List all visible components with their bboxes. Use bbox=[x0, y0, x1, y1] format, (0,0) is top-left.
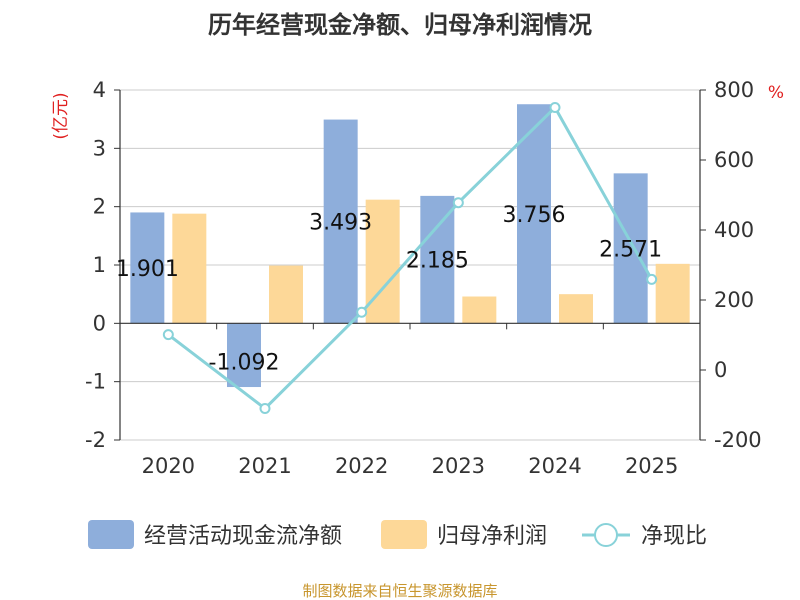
data-label-cashflow: 2.571 bbox=[599, 237, 662, 262]
legend-label-profit: 归母净利润 bbox=[437, 524, 547, 549]
ratio-point-2023 bbox=[452, 197, 464, 209]
data-label-cashflow: 2.185 bbox=[406, 249, 469, 274]
x-tick-label: 2023 bbox=[432, 454, 485, 478]
source-note: 制图数据来自恒生聚源数据库 bbox=[302, 582, 497, 600]
legend-label-ratio: 净现比 bbox=[641, 524, 707, 549]
data-labels: 1.901 -1.092 3.493 2.185 3.756 2.571 bbox=[116, 203, 662, 376]
left-tick-label: 1 bbox=[93, 253, 106, 277]
x-tick-label: 2025 bbox=[625, 454, 678, 478]
bar-profit-2025 bbox=[655, 263, 690, 324]
ratio-point-2020 bbox=[162, 329, 174, 341]
data-label-cashflow: 3.493 bbox=[309, 210, 372, 235]
ratio-point-2021 bbox=[259, 403, 271, 414]
left-tick-label: -1 bbox=[85, 370, 106, 394]
left-tick-label: -2 bbox=[85, 428, 106, 452]
tick-labels: 4 3 2 1 0 -1 -2 800 600 400 200 0 -200 2020 2021 2022 20… bbox=[85, 78, 762, 478]
legend-label-cashflow: 经营活动现金流净额 bbox=[144, 524, 342, 549]
gridlines bbox=[120, 89, 700, 441]
left-tick-label: 4 bbox=[93, 78, 106, 102]
ratio-series-line bbox=[167, 105, 653, 411]
right-tick-label: -200 bbox=[714, 428, 762, 452]
axes bbox=[114, 89, 706, 441]
bar-cashflow-2025 bbox=[613, 173, 648, 324]
right-tick-label: 200 bbox=[714, 288, 754, 312]
data-label-cashflow: 3.756 bbox=[503, 203, 566, 228]
right-tick-label: 0 bbox=[714, 358, 727, 382]
bar-profit-2020 bbox=[172, 213, 207, 324]
bar-cashflow-2020 bbox=[130, 212, 165, 324]
bar-cashflow-2021 bbox=[227, 323, 261, 388]
right-tick-label: 800 bbox=[714, 78, 754, 102]
ratio-line bbox=[162, 102, 658, 414]
left-tick-label: 0 bbox=[93, 311, 106, 335]
x-tick-label: 2024 bbox=[528, 454, 581, 478]
ratio-point-2024 bbox=[549, 102, 561, 113]
data-label-cashflow: 1.901 bbox=[116, 257, 179, 282]
x-tick-label: 2021 bbox=[238, 454, 291, 478]
left-tick-label: 2 bbox=[93, 195, 106, 219]
bar-profit-2023 bbox=[462, 296, 497, 324]
chart-title: 历年经营现金净额、归母净利润情况 bbox=[208, 11, 592, 39]
x-tick-label: 2022 bbox=[335, 454, 388, 478]
left-axis-unit: (亿元) bbox=[51, 92, 71, 139]
right-tick-label: 600 bbox=[714, 148, 754, 172]
ratio-point-2025 bbox=[646, 273, 658, 285]
bar-cashflow-2023 bbox=[420, 195, 455, 324]
left-tick-label: 3 bbox=[93, 136, 106, 160]
x-tick-label: 2020 bbox=[142, 454, 195, 478]
ratio-point-2022 bbox=[356, 306, 368, 318]
data-label-cashflow: -1.092 bbox=[209, 350, 280, 375]
legend: 经营活动现金流净额 归母净利润 净现比 bbox=[88, 520, 707, 549]
legend-swatch-cashflow bbox=[88, 520, 134, 549]
right-tick-label: 400 bbox=[714, 218, 754, 242]
bar-cashflow-2022 bbox=[323, 119, 358, 324]
bar-profit-2024 bbox=[559, 294, 593, 324]
bar-profit-2021 bbox=[269, 265, 303, 324]
right-axis-unit: % bbox=[768, 83, 784, 103]
legend-swatch-profit bbox=[381, 520, 427, 549]
legend-marker-ratio bbox=[594, 523, 618, 547]
